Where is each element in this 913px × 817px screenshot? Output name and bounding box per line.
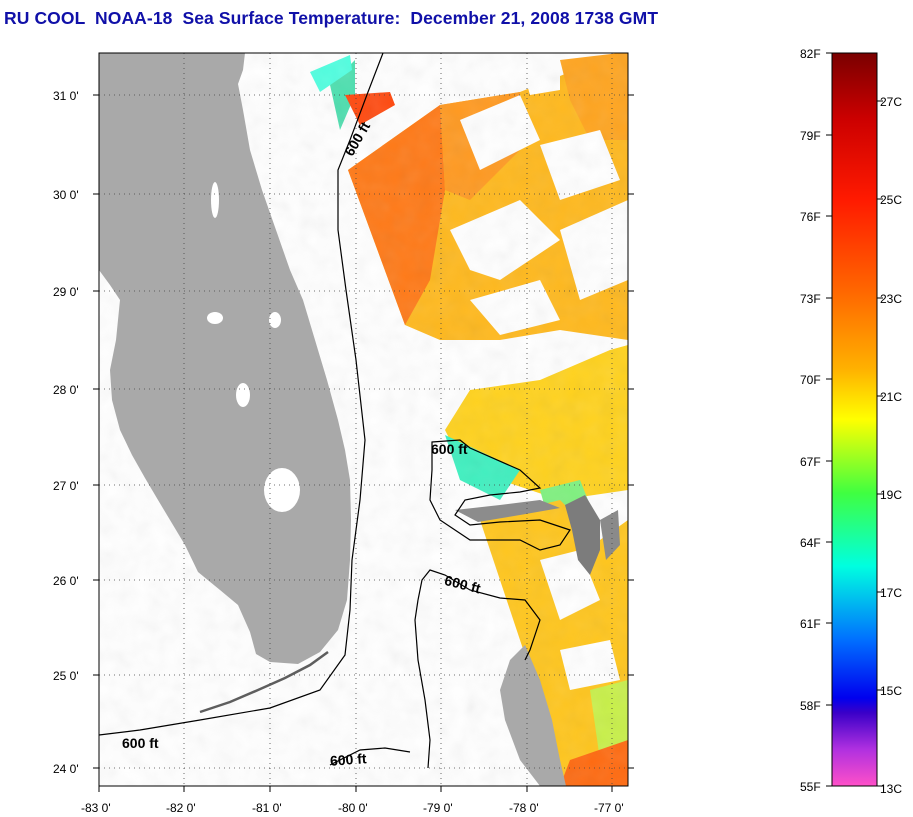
lat-label: 27 0' — [53, 479, 79, 493]
grand-bahama-island — [455, 500, 560, 522]
colorbar-f-label: 55F — [800, 780, 821, 794]
colorbar-c-label: 25C — [880, 193, 902, 207]
lat-label: 24 0' — [53, 762, 79, 776]
colorbar-f-label: 64F — [800, 536, 821, 550]
florida-keys — [199, 650, 329, 714]
colorbar-f-label: 58F — [800, 699, 821, 713]
lon-label: -77 0' — [594, 801, 624, 815]
contour-label: 600 ft — [329, 750, 367, 769]
lat-label: 29 0' — [53, 285, 79, 299]
map-grid — [99, 53, 628, 786]
map-plot-area: 600 ft 600 ft 600 ft 600 ft 600 ft — [99, 53, 628, 786]
latitude-labels: 31 0' 30 0' 29 0' 28 0' 27 0' 26 0' 25 0… — [53, 89, 79, 776]
inland-lake — [207, 312, 223, 324]
lat-label: 31 0' — [53, 89, 79, 103]
colorbar-f-label: 61F — [800, 617, 821, 631]
lon-label: -80 0' — [338, 801, 368, 815]
colorbar-f-label: 76F — [800, 210, 821, 224]
abaco-island — [565, 495, 600, 575]
colorbar-c-label: 15C — [880, 684, 902, 698]
colorbar-f-label: 70F — [800, 373, 821, 387]
colorbar-f-label: 73F — [800, 292, 821, 306]
axis-ticks — [93, 94, 634, 792]
colorbar-c-label: 21C — [880, 390, 902, 404]
eleuthera-island — [600, 510, 620, 560]
inland-lake — [236, 383, 250, 407]
lake-okeechobee — [264, 468, 300, 512]
colorbar-f-label: 82F — [800, 47, 821, 61]
colorbar-c-label: 13C — [880, 782, 902, 796]
lon-label: -78 0' — [509, 801, 539, 815]
inland-lake — [269, 312, 281, 328]
inland-lake — [211, 182, 219, 218]
colorbar-gradient — [831, 52, 878, 787]
map-frame — [98, 52, 629, 787]
lat-label: 25 0' — [53, 669, 79, 683]
florida-landmass — [99, 53, 351, 664]
colorbar-f-label: 79F — [800, 129, 821, 143]
lat-label: 28 0' — [53, 383, 79, 397]
andros-island — [500, 645, 566, 786]
contour-label: 600 ft — [431, 441, 468, 457]
colorbar: 82F 79F 76F 73F 70F 67F 64F 61F 58F 55F … — [800, 47, 902, 796]
lon-label: -81 0' — [252, 801, 282, 815]
colorbar-c-label: 23C — [880, 292, 902, 306]
bathymetry-contours — [99, 53, 571, 769]
lon-label: -82 0' — [166, 801, 196, 815]
colorbar-c-label: 19C — [880, 488, 902, 502]
colorbar-c-label: 27C — [880, 95, 902, 109]
lon-label: -79 0' — [423, 801, 453, 815]
colorbar-c-label: 17C — [880, 586, 902, 600]
contour-label: 600 ft — [122, 735, 159, 751]
lat-label: 30 0' — [53, 188, 79, 202]
page-title: RU COOL NOAA-18 Sea Surface Temperature:… — [4, 8, 659, 28]
longitude-labels: -83 0' -82 0' -81 0' -80 0' -79 0' -78 0… — [81, 801, 624, 815]
lat-label: 26 0' — [53, 574, 79, 588]
colorbar-f-label: 67F — [800, 455, 821, 469]
lon-label: -83 0' — [81, 801, 111, 815]
